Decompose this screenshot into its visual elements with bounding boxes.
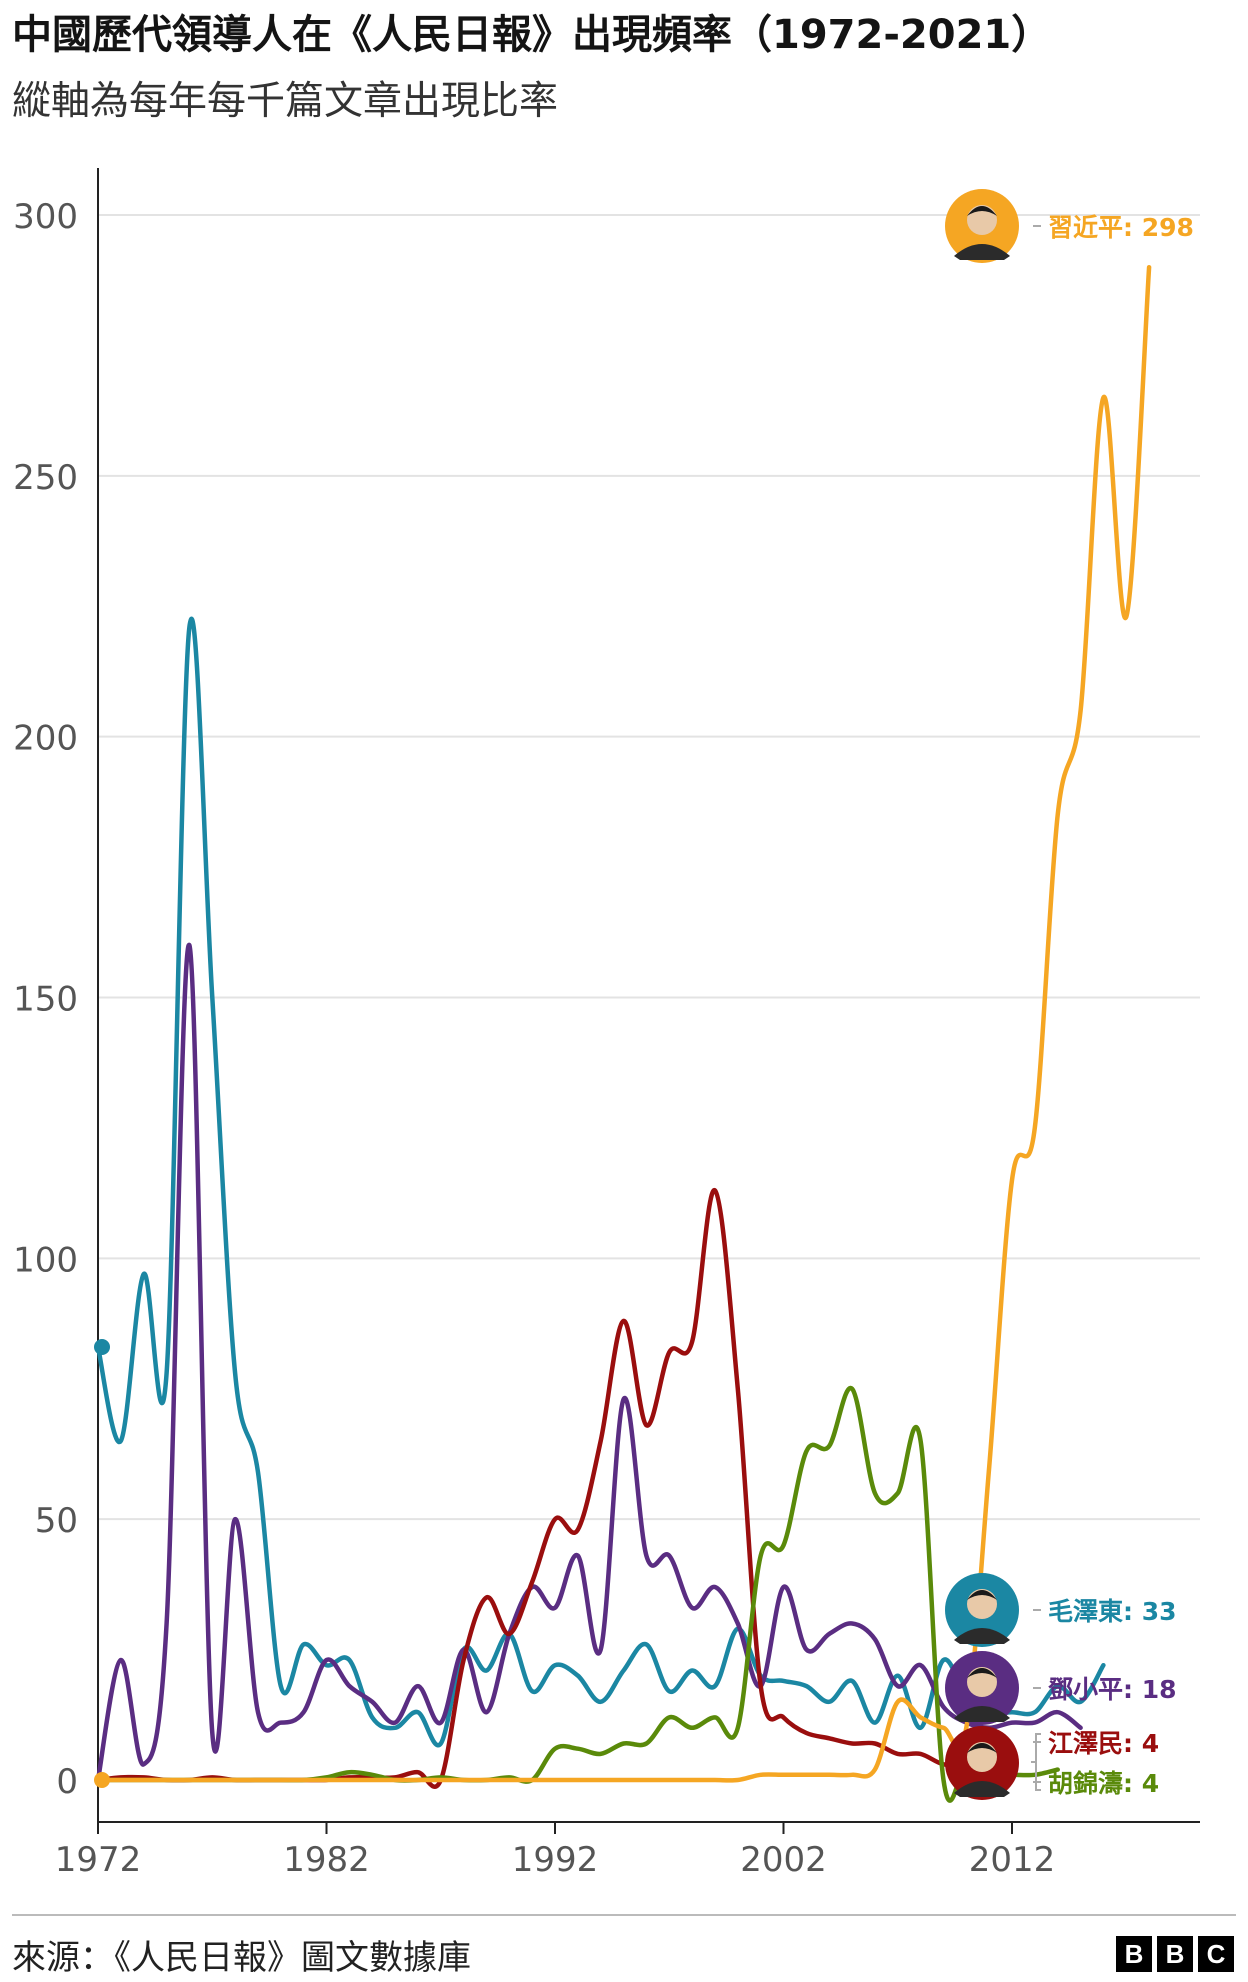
y-tick-label: 150 [13,980,78,1020]
chart-subtitle: 縱軸為每年每千篇文章出現比率 [12,79,559,124]
end-label-2: 鄧小平: 18 [1048,1675,1177,1704]
portrait-body-5 [954,244,1010,260]
series-line-4 [95,1386,1060,1803]
source-note: 來源：《人民日報》圖文數據庫 [12,1938,471,1978]
portrait-face-5 [967,205,997,235]
end-label-4: 胡錦濤: 4 [1048,1769,1159,1798]
portrait-hair-3 [967,1743,997,1753]
portrait-body-1 [954,1628,1010,1644]
portrait-hair-5 [967,206,997,216]
x-tick-label: 1972 [55,1840,142,1880]
x-tick-label: 1982 [283,1840,370,1880]
y-tick-label: 300 [13,197,78,237]
portrait-hair-2 [967,1668,997,1678]
y-tick-label: 200 [13,719,78,759]
bbc-logo-letter-2: B [1157,1936,1193,1972]
line-chart: 0 50 100 150 200 250 300 1972 1982 1992 2002 2012 毛… [13,168,1200,1880]
end-label-5: 習近平: 298 [1048,213,1194,242]
portrait-face-3 [967,1742,997,1772]
y-tick-label: 250 [13,458,78,498]
y-tick-label: 0 [56,1762,78,1802]
portrait-face-1 [967,1589,997,1619]
x-tick-label: 2002 [740,1840,827,1880]
series-line-5 [95,264,1152,1783]
end-label-3: 江澤民: 4 [1048,1729,1159,1758]
y-tick-label: 100 [13,1240,78,1280]
y-tick-label: 50 [35,1501,78,1541]
portrait-body-2 [954,1706,1010,1722]
bbc-logo-letter-1: B [1116,1936,1152,1972]
chart-title: 中國歷代領導人在《人民日報》出現頻率（1972-2021） [12,12,1052,58]
portrait-hair-1 [967,1590,997,1600]
start-dot-5 [94,1772,110,1788]
x-tick-label: 2012 [969,1840,1056,1880]
footer-divider [12,1914,1236,1916]
bbc-logo: B B C [1116,1936,1234,1972]
series-line-1 [95,616,1106,1748]
portrait-body-3 [954,1781,1010,1797]
end-label-1: 毛澤東: 33 [1048,1597,1177,1626]
portrait-face-2 [967,1667,997,1697]
label-bracket [1031,1733,1041,1791]
start-dot-1 [94,1339,110,1356]
bbc-logo-letter-3: C [1198,1936,1234,1972]
x-tick-label: 1992 [512,1840,599,1880]
